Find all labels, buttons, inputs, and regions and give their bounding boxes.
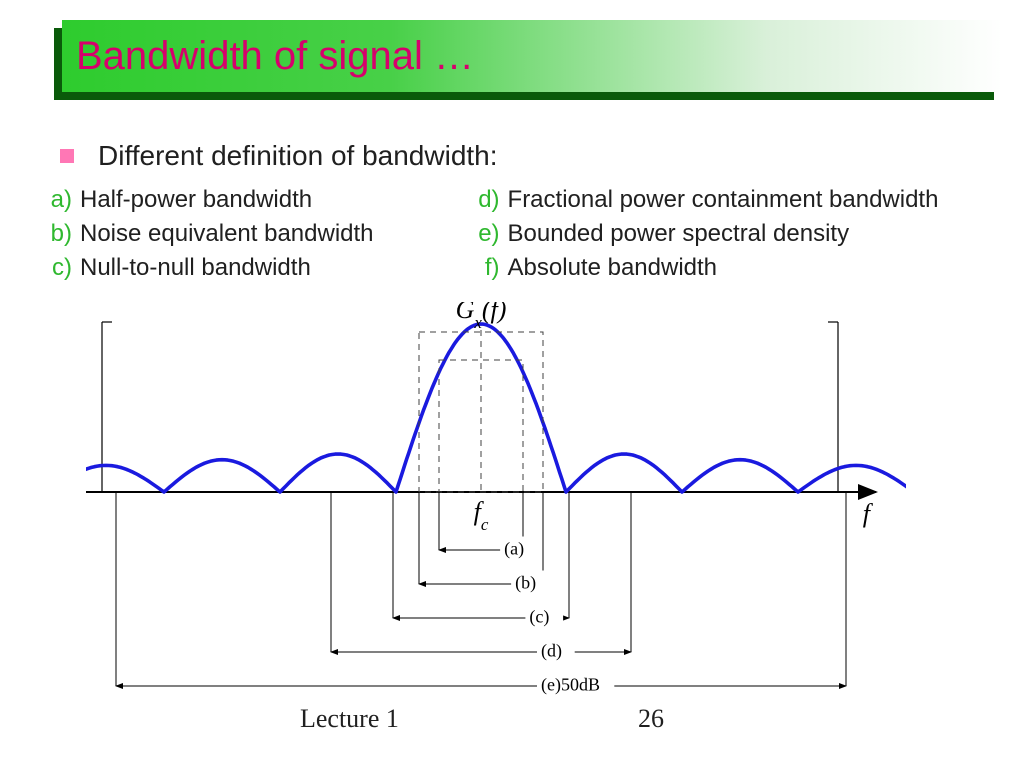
definition-text: Null-to-null bandwidth bbox=[80, 254, 311, 282]
bandwidth-chart: Gx(f) fc f (a) (b) (c) (d) (e)50dB bbox=[86, 302, 906, 732]
bullet-row: Different definition of bandwidth: bbox=[60, 140, 498, 172]
definition-letter: d) bbox=[468, 186, 508, 214]
definition-letter: e) bbox=[468, 220, 508, 248]
definition-b: b) Noise equivalent bandwidth bbox=[40, 220, 374, 248]
definitions-col-2: d) Fractional power containment bandwidt… bbox=[468, 186, 939, 288]
definition-d: d) Fractional power containment bandwidt… bbox=[468, 186, 939, 214]
definition-letter: b) bbox=[40, 220, 80, 248]
definition-text: Bounded power spectral density bbox=[508, 220, 850, 248]
definitions-col-1: a) Half-power bandwidth b) Noise equival… bbox=[40, 186, 374, 288]
definition-c: c) Null-to-null bandwidth bbox=[40, 254, 374, 282]
definition-letter: a) bbox=[40, 186, 80, 214]
page-title: Bandwidth of signal … bbox=[76, 34, 474, 79]
svg-text:(d): (d) bbox=[541, 640, 562, 661]
definition-text: Absolute bandwidth bbox=[508, 254, 717, 282]
definition-text: Noise equivalent bandwidth bbox=[80, 220, 374, 248]
svg-text:Gx(f): Gx(f) bbox=[456, 302, 507, 332]
definition-letter: c) bbox=[40, 254, 80, 282]
definition-a: a) Half-power bandwidth bbox=[40, 186, 374, 214]
svg-text:(b): (b) bbox=[515, 572, 536, 593]
definition-letter: f) bbox=[468, 254, 508, 282]
footer-page: 26 bbox=[638, 704, 664, 734]
footer-lecture: Lecture 1 bbox=[300, 704, 399, 734]
definition-f: f) Absolute bandwidth bbox=[468, 254, 939, 282]
definition-e: e) Bounded power spectral density bbox=[468, 220, 939, 248]
bullet-square-icon bbox=[60, 149, 74, 163]
svg-text:(e)50dB: (e)50dB bbox=[541, 674, 600, 695]
bullet-text: Different definition of bandwidth: bbox=[98, 140, 498, 172]
svg-text:(c): (c) bbox=[529, 606, 549, 627]
definitions-list: a) Half-power bandwidth b) Noise equival… bbox=[40, 186, 938, 288]
definition-text: Fractional power containment bandwidth bbox=[508, 186, 939, 214]
svg-text:fc: fc bbox=[474, 497, 489, 534]
definition-text: Half-power bandwidth bbox=[80, 186, 312, 214]
title-bar: Bandwidth of signal … bbox=[62, 20, 1002, 92]
svg-text:(a): (a) bbox=[504, 538, 524, 559]
svg-text:f: f bbox=[863, 499, 874, 528]
